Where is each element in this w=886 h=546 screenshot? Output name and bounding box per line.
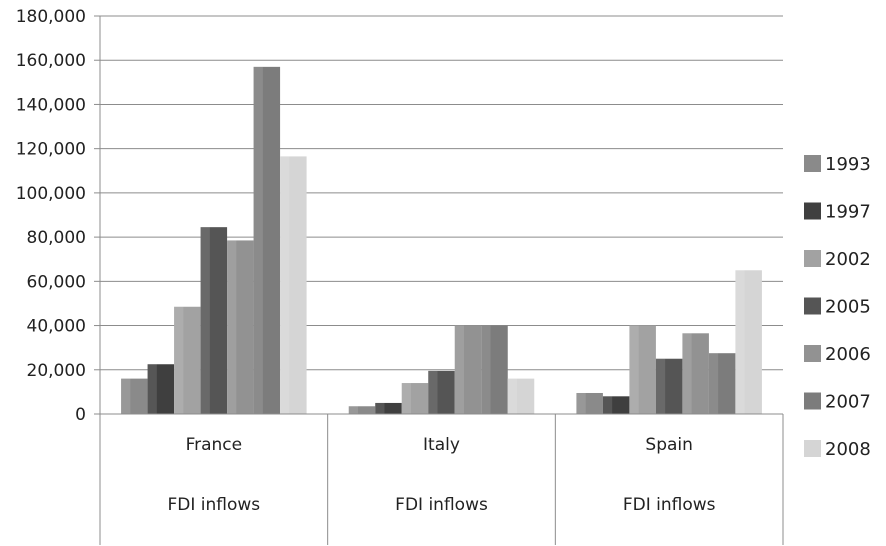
bar-highlight [147,364,157,414]
category-sublabel: FDI inflows [623,495,716,515]
bar-spain-2006 [682,333,709,414]
category-labels: France FDI inflows Italy FDI inflows Spain FD… [168,435,716,515]
bar-spain-2002 [629,325,656,414]
bar-italy-2008 [507,378,535,414]
bar-france-2005 [200,227,228,414]
legend-label-2005: 2005 [825,297,871,318]
bar-spain-2005 [655,358,683,414]
bar-highlight [507,378,518,414]
y-tick-label: 0 [75,405,86,425]
bar-spain-2007 [708,353,736,414]
bar-spain-2008 [735,270,762,414]
bar-italy-2006 [454,325,482,414]
legend-label-2006: 2006 [825,344,871,365]
bar-highlight [253,66,263,414]
bar-france-1993 [121,378,148,414]
legend-label-1993: 1993 [825,154,871,175]
y-tick-label: 140,000 [16,95,86,115]
legend-label-2008: 2008 [825,439,871,460]
bar-highlight [280,156,290,414]
y-axis-ticks: 0 20,000 40,000 60,000 80,000 100,000 120,000 1… [16,7,100,425]
legend: 1993 1997 2002 2005 2006 2007 2008 [804,154,871,460]
bar-highlight [602,396,613,414]
bar-highlight [629,325,639,414]
bar-highlight [401,383,412,414]
bar-france-2002 [174,306,201,414]
bar-highlight [174,306,184,414]
legend-swatch-2006 [804,345,821,362]
bar-france-1997 [147,364,175,414]
legend-swatch-1997 [804,202,821,220]
axes [99,16,784,545]
bar-highlight [682,333,692,414]
bar-highlight [454,325,465,414]
legend-swatch-2005 [804,297,821,315]
bar-italy-2002 [401,383,429,414]
bar-highlight [428,370,438,414]
category-sublabel: FDI inflows [168,495,261,515]
bar-highlight [655,358,666,414]
legend-label-1997: 1997 [825,202,871,223]
y-tick-label: 40,000 [27,317,86,337]
category-label: France [186,435,243,455]
y-tick-label: 100,000 [16,184,86,204]
legend-swatch-2007 [804,392,821,410]
legend-swatch-2002 [804,250,821,267]
bar-spain-1997 [602,396,630,414]
bar-highlight [348,406,359,414]
bar-highlight [121,378,131,414]
bars [121,66,762,414]
bar-highlight [227,240,237,414]
y-tick-label: 120,000 [16,140,86,160]
category-sublabel: FDI inflows [395,495,488,515]
category-label: Spain [645,435,693,455]
y-tick-label: 160,000 [16,51,86,71]
bar-spain-1993 [576,392,603,414]
bar-italy-2007 [481,325,508,414]
bar-highlight [708,353,719,414]
y-tick-label: 20,000 [27,361,86,381]
bar-france-2008 [280,156,307,414]
y-tick-label: 80,000 [27,228,86,248]
y-tick-label: 180,000 [16,7,86,27]
bar-france-2007 [253,66,281,414]
legend-label-2007: 2007 [825,392,871,413]
bar-highlight [735,270,745,414]
bar-highlight [481,325,491,414]
bar-italy-1997 [375,402,402,414]
legend-label-2002: 2002 [825,249,871,270]
bar-highlight [200,227,210,414]
bar-highlight [375,402,385,414]
category-label: Italy [423,435,460,455]
bar-italy-1993 [348,406,376,414]
bar-highlight [576,392,586,414]
legend-swatch-1993 [804,155,821,172]
bar-france-2006 [227,240,254,414]
legend-swatch-2008 [804,440,821,457]
y-tick-label: 60,000 [27,272,86,292]
bar-italy-2005 [428,370,455,414]
